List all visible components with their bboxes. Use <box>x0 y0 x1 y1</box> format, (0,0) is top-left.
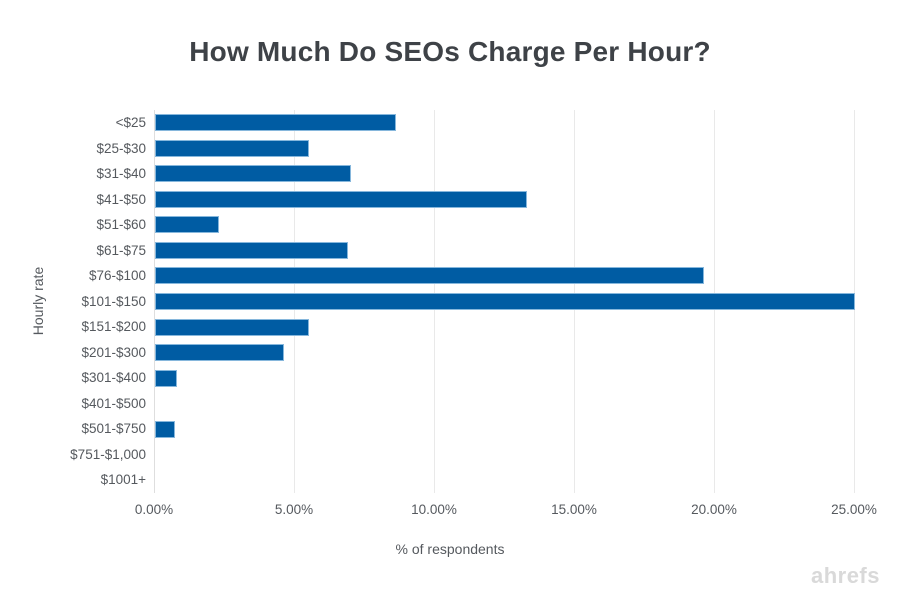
x-tick-label: 15.00% <box>551 502 597 517</box>
y-tick-label: $151-$200 <box>81 319 146 335</box>
y-tick-labels: <$25 $25-$30 $31-$40 $41-$50 $51-$60 $61-$75 $… <box>0 110 146 493</box>
bar <box>155 114 396 132</box>
x-tick-label: 10.00% <box>411 502 457 517</box>
x-tick-label: 20.00% <box>691 502 737 517</box>
y-tick-label: $41-$50 <box>96 191 146 207</box>
bar <box>155 318 309 336</box>
y-tick-label: $1001+ <box>100 472 146 488</box>
y-tick-label: $301-$400 <box>81 370 146 386</box>
y-tick-label: $101-$150 <box>81 293 146 309</box>
y-tick-label: $751-$1,000 <box>70 446 146 462</box>
y-tick-label: $25-$30 <box>96 140 146 156</box>
x-tick-label: 0.00% <box>134 502 174 517</box>
y-tick-label: $501-$750 <box>81 421 146 437</box>
bar <box>155 139 309 157</box>
x-axis-title: % of respondents <box>395 541 505 557</box>
y-tick-label: $401-$500 <box>81 395 146 411</box>
x-tick-label: 25.00% <box>831 502 877 517</box>
bar <box>155 267 704 285</box>
y-tick-label: <$25 <box>115 115 146 130</box>
y-tick-label: $201-$300 <box>81 344 146 360</box>
chart-title: How Much Do SEOs Charge Per Hour? <box>189 36 711 67</box>
bar <box>155 369 178 387</box>
y-axis-line <box>154 110 155 493</box>
y-tick-label: $76-$100 <box>88 268 146 284</box>
y-tick-label: $51-$60 <box>96 217 146 233</box>
bar <box>155 241 349 259</box>
bar <box>155 420 175 438</box>
bar <box>155 190 528 208</box>
y-tick-label: $31-$40 <box>96 166 146 182</box>
ahrefs-watermark: ahrefs <box>810 563 880 588</box>
plot-area <box>154 110 855 493</box>
x-tick-label: 5.00% <box>274 502 314 517</box>
bar <box>155 293 855 310</box>
y-tick-label: $61-$75 <box>96 242 146 258</box>
bar <box>155 165 351 183</box>
bar <box>155 344 284 362</box>
bar <box>155 216 220 234</box>
